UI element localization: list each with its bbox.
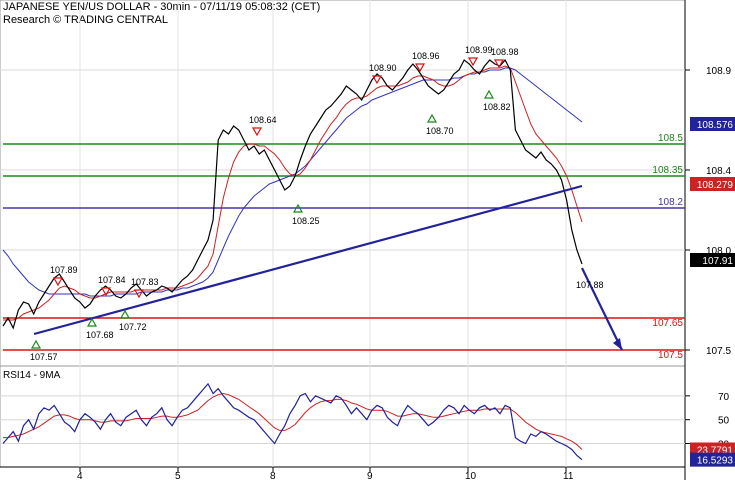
y-tick-label: 108.9 bbox=[706, 66, 731, 77]
price-badge bbox=[690, 177, 735, 191]
x-tick-label: 4 bbox=[77, 471, 83, 480]
price-badge-label: 108.279 bbox=[697, 180, 734, 191]
pivot-label: 107.84 bbox=[98, 275, 126, 285]
price-series bbox=[2, 58, 623, 351]
pivot-label: 107.83 bbox=[131, 277, 159, 287]
price-badge bbox=[690, 117, 735, 131]
rsi-badge-label: 16.5293 bbox=[697, 456, 734, 467]
chart-title: JAPANESE YEN/US DOLLAR - 30min - 07/11/1… bbox=[3, 1, 321, 13]
pivot-high-marker bbox=[371, 75, 383, 85]
price-label: 107.88 bbox=[576, 280, 604, 290]
pivot-high-marker bbox=[251, 127, 263, 137]
pivot-label: 108.64 bbox=[249, 115, 277, 125]
price-panel-frame bbox=[0, 0, 686, 367]
projection-arrow-head bbox=[613, 338, 622, 350]
price-badge bbox=[690, 253, 735, 267]
x-tick-label: 11 bbox=[563, 471, 574, 480]
rsi-panel-frame bbox=[0, 365, 686, 468]
pivot-label: 108.25 bbox=[292, 216, 320, 226]
pivot-high-marker bbox=[493, 59, 505, 69]
pivot-high-marker bbox=[52, 277, 64, 287]
x-tick-label: 9 bbox=[367, 471, 373, 480]
trendline bbox=[33, 184, 583, 336]
level-lines: 108.5 108.35 108.2 107.65 107.5 bbox=[3, 133, 685, 361]
pivot-high-marker bbox=[133, 289, 145, 299]
pivot-low-marker bbox=[30, 339, 42, 349]
price-badge-label: 108.576 bbox=[697, 120, 734, 131]
pivot-label: 108.99 bbox=[465, 45, 493, 55]
pivot-label: 107.68 bbox=[86, 330, 114, 340]
projection-arrow-line bbox=[581, 267, 623, 351]
y-tick-label: 108.4 bbox=[706, 166, 731, 177]
pivot-high-marker bbox=[100, 287, 112, 297]
level-label: 107.5 bbox=[658, 350, 683, 361]
rsi-ma-line bbox=[3, 392, 583, 450]
annotations: 107.89 107.84 107.83 108.64 108.90 108.96 108.… bbox=[30, 45, 604, 362]
chart-source: Research © TRADING CENTRAL bbox=[3, 14, 168, 26]
rsi-badge bbox=[690, 452, 735, 467]
pivot-label: 107.89 bbox=[50, 265, 78, 275]
pivot-label: 108.98 bbox=[491, 47, 519, 57]
rsi-tick-label: 70 bbox=[718, 392, 730, 403]
axes: 108.9 108.4 108.0 107.5 4 5 8 9 10 11 108.576 108.2… bbox=[77, 66, 735, 480]
rsi-tick-label: 50 bbox=[718, 416, 730, 427]
x-tick-label: 5 bbox=[175, 471, 181, 480]
x-tick-label: 8 bbox=[270, 471, 276, 480]
y-tick-label: 108.0 bbox=[706, 246, 731, 257]
price-line bbox=[2, 58, 583, 330]
fast-ma-line bbox=[3, 65, 583, 321]
pivot-label: 107.57 bbox=[30, 352, 58, 362]
rsi-line bbox=[2, 382, 583, 461]
pivot-label: 108.90 bbox=[369, 63, 397, 73]
level-label: 108.5 bbox=[658, 133, 683, 144]
pivot-label: 107.72 bbox=[119, 322, 147, 332]
y-tick-label: 107.5 bbox=[706, 346, 731, 357]
x-tick-label: 10 bbox=[465, 471, 477, 480]
pivot-label: 108.70 bbox=[426, 126, 454, 136]
pivot-high-marker bbox=[414, 63, 426, 73]
price-badge-label: 107.91 bbox=[702, 256, 733, 267]
pivot-low-marker bbox=[86, 317, 98, 327]
pivot-low-marker bbox=[426, 113, 438, 123]
pivot-label: 108.82 bbox=[483, 102, 511, 112]
grid bbox=[0, 0, 685, 467]
level-label: 107.65 bbox=[652, 318, 683, 329]
level-label: 108.35 bbox=[652, 165, 683, 176]
pivot-low-marker bbox=[292, 203, 304, 213]
level-label: 108.2 bbox=[658, 197, 683, 208]
chart-header: JAPANESE YEN/US DOLLAR - 30min - 07/11/1… bbox=[3, 1, 320, 27]
pivot-low-marker bbox=[483, 89, 495, 99]
pivot-low-marker bbox=[119, 309, 131, 319]
pivot-high-marker bbox=[467, 57, 479, 67]
rsi-title: RSI14 - 9MA bbox=[3, 370, 61, 381]
rsi-badge-label: 23.7791 bbox=[697, 446, 734, 457]
pivot-label: 108.96 bbox=[412, 51, 440, 61]
